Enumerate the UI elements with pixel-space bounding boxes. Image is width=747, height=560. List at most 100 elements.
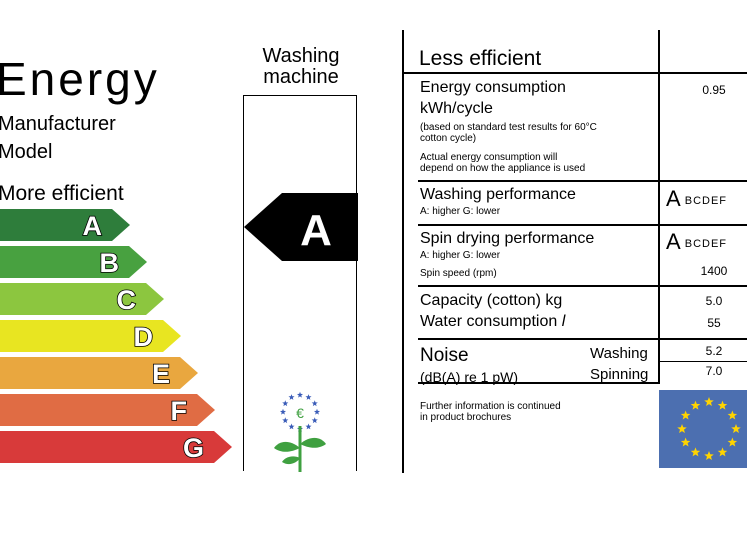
spin-drying-label: Spin drying performance: [420, 230, 595, 247]
appliance-type: Washing machine: [244, 46, 358, 88]
energy-note: Actual energy consumption will: [420, 152, 558, 163]
star-icon: [704, 451, 714, 461]
star-icon: [704, 397, 714, 407]
water-value: 55: [707, 316, 721, 330]
star-icon: [731, 424, 741, 434]
noise-label: Noise: [420, 345, 469, 366]
water-unit: l: [561, 313, 566, 330]
energy-class-bar: [0, 283, 164, 315]
eu-flag-icon: [659, 390, 747, 468]
star-icon: [690, 400, 701, 410]
energy-class-a: A: [0, 209, 130, 242]
spin-speed-value: 1400: [700, 264, 728, 278]
appliance-line1: Washing: [262, 45, 340, 67]
star-icon: [680, 410, 691, 420]
energy-unit-label: kWh/cycle: [420, 100, 493, 117]
energy-class-bar: [0, 394, 215, 426]
spin-drying-scale: A BCDEF: [666, 229, 727, 255]
energy-class-bar: [0, 246, 147, 278]
energy-class-letter: G: [183, 433, 204, 463]
energy-class-e: E: [0, 357, 198, 390]
energy-class-letter: B: [100, 248, 120, 278]
footer-note: in product brochures: [420, 412, 512, 423]
footer-note: Further information is continued: [420, 401, 561, 412]
label-title: Energy: [0, 53, 160, 105]
star-icon: [282, 417, 289, 424]
appliance-line2: machine: [263, 66, 339, 88]
label-divider: [402, 30, 404, 473]
manufacturer-label: Manufacturer: [0, 113, 116, 135]
star-icon: [690, 447, 701, 457]
energy-class-c: C: [0, 283, 164, 316]
star-icon: [288, 394, 295, 400]
capacity-value: 5.0: [705, 294, 723, 308]
energy-class-bar: [0, 431, 232, 463]
washing-performance-scale: A BCDEF: [666, 186, 727, 212]
value-column-divider: [658, 30, 660, 382]
more-efficient-label: More efficient: [0, 182, 124, 205]
energy-class-g: G: [0, 431, 232, 464]
energy-class-bar: [0, 320, 181, 352]
star-icon: [717, 400, 728, 410]
rating-arrow: A: [244, 193, 358, 261]
energy-note: cotton cycle): [420, 133, 477, 144]
spin-grade: A: [666, 229, 681, 254]
row-divider: [418, 224, 747, 226]
energy-class-b: B: [0, 246, 147, 279]
washing-grade: A: [666, 186, 681, 211]
capacity-label: Capacity (cotton) kg: [420, 292, 563, 309]
washing-scale-note: A: higher G: lower: [420, 206, 501, 217]
water-consumption-label: Water consumption l: [420, 313, 565, 331]
noise-spinning-label: Spinning: [590, 366, 649, 383]
energy-class-letter: F: [171, 396, 188, 426]
noise-spinning-value: 7.0: [705, 364, 723, 378]
svg-text:€: €: [296, 405, 304, 421]
star-icon: [680, 437, 691, 447]
energy-class-f: F: [0, 394, 215, 427]
row-divider: [418, 382, 660, 384]
row-divider: [418, 338, 747, 340]
rating-letter: A: [300, 206, 332, 255]
energy-note: (based on standard test results for 60°C: [420, 122, 597, 133]
star-icon: [677, 424, 687, 434]
model-label: Model: [0, 141, 53, 163]
washing-scale-rest: BCDEF: [684, 195, 728, 207]
star-icon: [305, 423, 312, 430]
noise-washing-label: Washing: [590, 345, 648, 362]
energy-class-bar: [0, 209, 130, 241]
row-divider: [418, 180, 747, 182]
spin-scale-note: A: higher G: lower: [420, 250, 501, 261]
energy-consumption-label: Energy consumption: [420, 79, 566, 96]
star-icon: [296, 391, 304, 398]
star-icon: [313, 408, 321, 415]
energy-note: depend on how the appliance is used: [420, 163, 586, 174]
star-icon: [311, 417, 318, 424]
star-icon: [311, 400, 318, 407]
washing-performance-label: Washing performance: [420, 186, 576, 203]
noise-washing-value: 5.2: [705, 344, 723, 358]
energy-class-letter: D: [134, 322, 154, 352]
spin-speed-label: Spin speed (rpm): [420, 268, 497, 279]
star-icon: [279, 408, 287, 415]
row-divider: [418, 285, 747, 287]
row-divider: [404, 72, 747, 74]
star-icon: [282, 400, 289, 407]
water-label-text: Water consumption: [420, 313, 558, 330]
noise-unit: (dB(A) re 1 pW): [420, 369, 519, 385]
star-icon: [717, 447, 728, 457]
energy-class-letter: E: [152, 359, 170, 389]
energy-class-letter: C: [117, 285, 137, 315]
rating-column: [243, 95, 357, 471]
energy-class-letter: A: [83, 211, 103, 241]
eu-ecolabel-flower-icon: €: [274, 391, 326, 472]
star-icon: [305, 394, 312, 400]
less-efficient-label: Less efficient: [419, 47, 542, 70]
energy-value: 0.95: [702, 83, 726, 97]
noise-divider: [660, 361, 747, 362]
energy-class-bar: [0, 357, 198, 389]
star-icon: [288, 423, 295, 430]
star-icon: [727, 410, 738, 420]
spin-scale-rest: BCDEF: [684, 238, 728, 250]
star-icon: [727, 437, 738, 447]
